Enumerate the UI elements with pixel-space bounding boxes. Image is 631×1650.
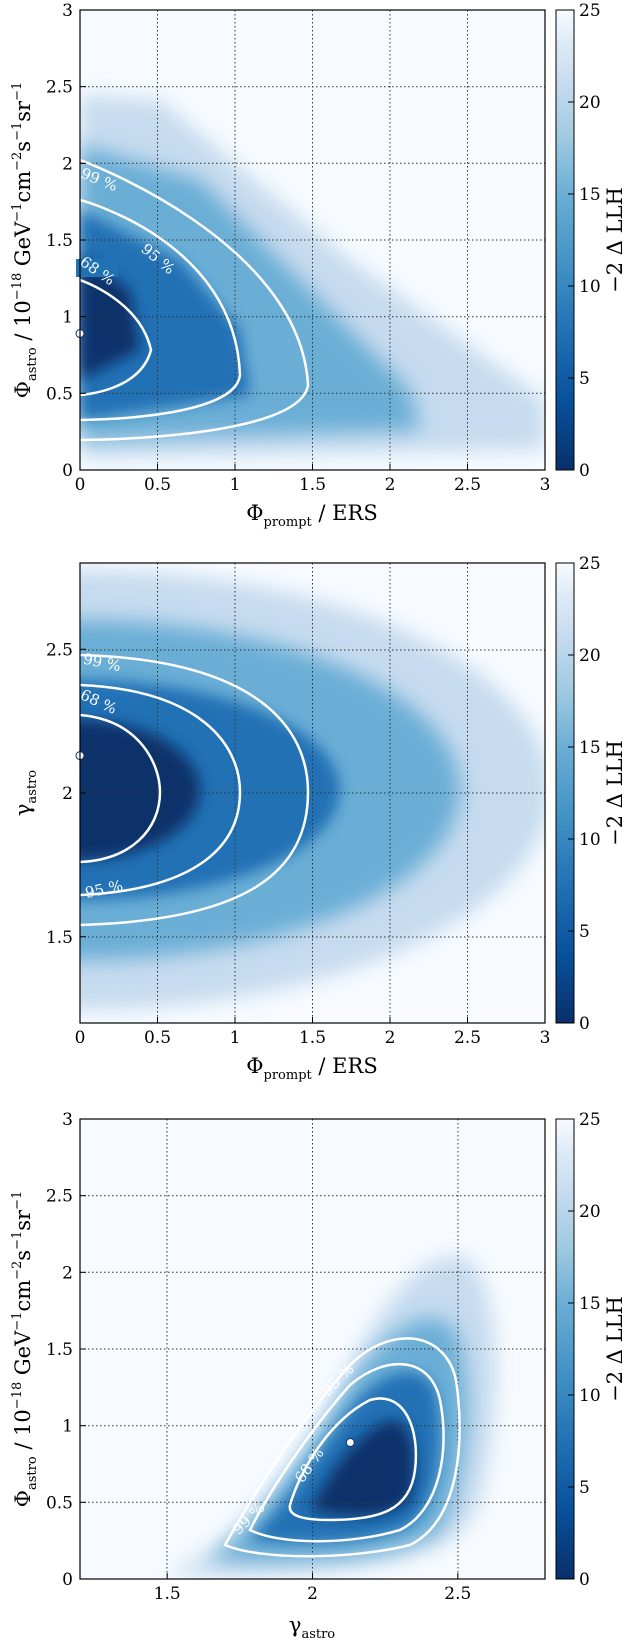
colorbar-tick-label: 10 — [579, 830, 601, 850]
colorbar-tick-label: 20 — [579, 1202, 601, 1222]
y-tick-label: 2.5 — [46, 78, 73, 98]
colorbar-tick-label: 0 — [579, 1014, 590, 1034]
x-axis-ticks: 1.5 2 2.5 — [154, 1573, 471, 1604]
y-axis-label: Φastro / 10−18 GeV−1cm−2s−1sr−1 — [10, 82, 40, 399]
y-tick-label: 1.5 — [46, 928, 73, 948]
heatmap-region-core — [80, 720, 200, 860]
colorbar-tick-label: 10 — [579, 1386, 601, 1406]
colorbar — [555, 9, 575, 471]
x-tick-label: 1 — [230, 475, 241, 495]
likelihood-heatmap — [165, 1256, 496, 1575]
y-tick-label: 2 — [62, 784, 73, 804]
colorbar-tick-label: 15 — [579, 185, 601, 205]
y-tick-label: 2.5 — [46, 640, 73, 660]
x-axis-label: Φprompt / ERS — [246, 1054, 377, 1083]
y-tick-label: 1.5 — [46, 1340, 73, 1360]
contour-99 — [80, 653, 310, 927]
panel-1: 68 % 95 % 99 % 0 0.5 1 1.5 2 2.5 3 00.511.522.… — [10, 1, 627, 530]
heatmap-region-inner — [80, 210, 250, 420]
x-tick-label: 1.5 — [299, 1028, 326, 1048]
colorbar-tick-label: 20 — [579, 93, 601, 113]
y-tick-label: 0.5 — [46, 384, 73, 404]
x-axis-ticks: 0 0.5 1 1.5 2 2.5 3 — [75, 464, 551, 495]
x-axis-ticks: 0 0.5 1 1.5 2 2.5 3 — [75, 1017, 551, 1048]
colorbar-tick-label: 5 — [579, 922, 590, 942]
colorbar-tick-label: 15 — [579, 1294, 601, 1314]
y-tick-label: 0 — [62, 461, 73, 481]
x-tick-label: 0 — [75, 475, 86, 495]
y-axis-label: γastro — [11, 770, 40, 816]
panel-2: 68 % 95 % 99 % 0 0.5 1 1.5 2 2.5 3 1.522.5 Φpr… — [11, 554, 627, 1083]
colorbar-tick-label: 15 — [579, 738, 601, 758]
x-tick-label: 2.5 — [454, 475, 481, 495]
colorbar-tick-label: 25 — [579, 554, 601, 574]
x-tick-label: 0 — [75, 1028, 86, 1048]
y-axis-ticks: 0 0.5 1 1.5 2 2.5 3 — [46, 1, 86, 481]
x-tick-label: 3 — [540, 475, 551, 495]
y-axis-ticks: 0 0.5 1 1.5 2 2.5 3 — [46, 1110, 86, 1590]
colorbar-label: −2 Δ LLH — [603, 740, 627, 846]
colorbar-label: −2 Δ LLH — [603, 187, 627, 293]
colorbar-label: −2 Δ LLH — [603, 1296, 627, 1402]
contour-99 — [80, 158, 310, 442]
y-tick-label: 1.5 — [46, 231, 73, 251]
colorbar-tick-label: 25 — [579, 1110, 601, 1130]
y-tick-label: 1 — [62, 308, 73, 328]
contours — [80, 653, 310, 927]
colorbar-ticks: 0 5 10 15 20 25 — [568, 1, 601, 481]
x-tick-label: 3 — [540, 1028, 551, 1048]
x-tick-label: 0.5 — [144, 1028, 171, 1048]
y-tick-label: 2.5 — [46, 1187, 73, 1207]
y-tick-label: 2 — [62, 1263, 73, 1283]
y-tick-label: 0 — [62, 1570, 73, 1590]
y-tick-label: 3 — [62, 1110, 73, 1130]
gridlines — [80, 10, 545, 470]
y-tick-label: 2 — [62, 154, 73, 174]
contour-95 — [80, 683, 242, 897]
x-tick-label: 2.5 — [444, 1584, 471, 1604]
contours — [80, 158, 310, 442]
contour-68 — [80, 278, 153, 397]
x-axis-label: γastro — [289, 1613, 335, 1642]
panel-3: 68 % 95 % 99 % 1.5 2 2.5 00.511.522.53 γas… — [10, 1110, 627, 1642]
x-tick-label: 1.5 — [299, 475, 326, 495]
gridlines — [80, 1119, 545, 1579]
colorbar — [555, 1118, 575, 1580]
colorbar-ticks: 0 5 10 15 20 25 — [568, 554, 601, 1034]
x-tick-label: 2.5 — [454, 1028, 481, 1048]
y-tick-label: 0.5 — [46, 1493, 73, 1513]
contour-68 — [288, 1397, 418, 1522]
contour-68 — [80, 713, 162, 864]
x-tick-label: 2 — [385, 1028, 396, 1048]
y-axis-label: Φastro / 10−18 GeV−1cm−2s−1sr−1 — [10, 1191, 40, 1508]
contour-95 — [80, 198, 242, 422]
colorbar-tick-label: 0 — [579, 461, 590, 481]
colorbar-ticks: 0 5 10 15 20 25 — [568, 1110, 601, 1590]
x-tick-label: 0.5 — [144, 475, 171, 495]
x-tick-label: 1 — [230, 1028, 241, 1048]
colorbar-tick-label: 5 — [579, 369, 590, 389]
x-axis-label: Φprompt / ERS — [246, 501, 377, 530]
x-tick-label: 1.5 — [154, 1584, 181, 1604]
contour-95 — [248, 1362, 445, 1543]
contours — [223, 1337, 461, 1558]
colorbar — [555, 562, 575, 1024]
x-tick-label: 2 — [307, 1584, 318, 1604]
best-fit-point — [345, 1438, 355, 1448]
colorbar-tick-label: 10 — [579, 277, 601, 297]
gridlines — [80, 563, 545, 1023]
likelihood-heatmap — [80, 95, 545, 458]
colorbar-tick-label: 20 — [579, 646, 601, 666]
x-tick-label: 2 — [385, 475, 396, 495]
heatmap-region-core — [310, 1420, 415, 1517]
y-tick-label: 3 — [62, 1, 73, 21]
colorbar-tick-label: 25 — [579, 1, 601, 21]
y-axis-ticks: 1.5 2 2.5 — [46, 640, 86, 948]
colorbar-tick-label: 5 — [579, 1478, 590, 1498]
contour-99 — [223, 1337, 461, 1558]
y-tick-label: 1 — [62, 1417, 73, 1437]
colorbar-tick-label: 0 — [579, 1570, 590, 1590]
